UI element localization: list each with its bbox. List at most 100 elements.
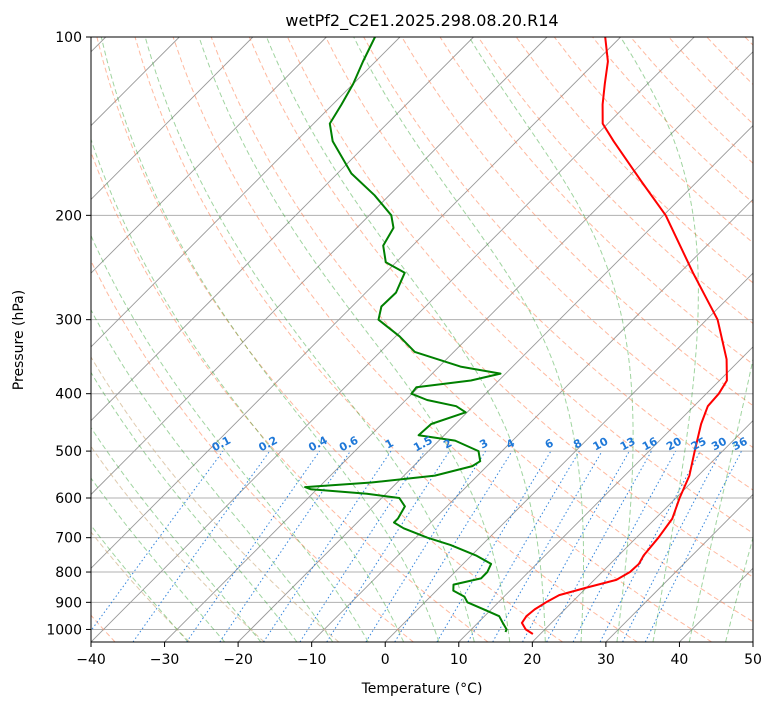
- dry-adiabats: [91, 37, 753, 642]
- dry-adiabat-line: [439, 37, 753, 365]
- mixing-ratio-label-4: 4: [504, 436, 517, 451]
- mixing-ratio-label-3: 3: [477, 436, 490, 451]
- moist-adiabat-line: [144, 37, 475, 642]
- mixing-ratio-label-1: 1: [383, 436, 396, 451]
- x-tick-label-10: 10: [450, 652, 468, 668]
- y-tick-label-300: 300: [55, 313, 82, 329]
- dry-adiabat-line: [91, 531, 190, 642]
- dry-adiabat-line: [363, 37, 753, 449]
- mixing-ratio-label-20: 20: [664, 435, 684, 454]
- moist-adiabat-line: [468, 37, 634, 642]
- isotherm-line: [91, 37, 695, 642]
- x-tick-label-40: 40: [671, 652, 689, 668]
- isotherm-line: [91, 37, 548, 496]
- mixing-ratio-line-1.5: [299, 450, 426, 642]
- mixing-ratio-label-16: 16: [640, 435, 660, 454]
- skewed-isotherms: [91, 37, 753, 642]
- dry-adiabat-line: [401, 37, 753, 407]
- dry-adiabat-line: [706, 37, 753, 86]
- y-tick-label-600: 600: [55, 491, 82, 507]
- x-tick-label-0: 0: [381, 652, 390, 668]
- x-tick-label--40: −40: [76, 652, 106, 668]
- y-tick-label-200: 200: [55, 208, 82, 224]
- y-tick-label-500: 500: [55, 444, 82, 460]
- isotherm-line: [532, 420, 753, 642]
- dry-adiabat-line: [325, 37, 753, 491]
- isotherm-line: [91, 37, 621, 569]
- moist-adiabat-line: [91, 137, 405, 642]
- moist-adiabat-line: [353, 37, 584, 642]
- y-axis-label: Pressure (hPa): [11, 290, 27, 390]
- isotherm-line: [311, 198, 753, 642]
- isotherm-line: [384, 272, 753, 642]
- isotherm-line: [91, 37, 327, 274]
- mixing-ratio-line-30: [622, 450, 722, 642]
- isotherm-line: [752, 641, 753, 642]
- isotherm-line: [605, 493, 753, 642]
- x-axis-ticks: −40 −30 −20 −10 0 10 20 30 40 50: [76, 642, 762, 668]
- mixing-ratio-line-13: [522, 450, 630, 642]
- mixing-ratio-line-2: [326, 450, 450, 642]
- dry-adiabat-line: [477, 37, 753, 324]
- mixing-ratio-label-36: 36: [730, 435, 750, 454]
- y-tick-label-800: 800: [55, 565, 82, 581]
- mixing-ratio-label-13: 13: [618, 435, 638, 454]
- y-axis-ticks: 100 200 300 400 500 600 700 800 900 1000: [46, 30, 91, 638]
- isotherm-line: [237, 124, 753, 642]
- y-tick-label-700: 700: [55, 531, 82, 547]
- dry-adiabat-line: [744, 37, 753, 46]
- mixing-ratio-label-6: 6: [543, 436, 556, 451]
- mixing-ratio-line-1: [263, 450, 392, 642]
- y-tick-label-900: 900: [55, 595, 82, 611]
- plot-area: 0.1 0.2 0.4 0.6 1 1.5 2 3 4 6 8 10 13 16 20 25 30 36: [91, 37, 753, 642]
- mixing-ratio-line-20: [572, 450, 677, 642]
- dry-adiabat-line: [91, 445, 265, 642]
- dry-adiabat-line: [515, 37, 753, 284]
- mixing-ratio-label-2: 2: [441, 436, 454, 451]
- dry-adiabat-line: [592, 37, 753, 204]
- dry-adiabat-line: [96, 37, 563, 642]
- mixing-ratio-lines: [91, 450, 742, 642]
- moist-adiabat-line: [725, 535, 753, 642]
- mixing-ratio-line-0.2: [132, 450, 271, 642]
- isotherm-line: [91, 37, 474, 422]
- mixing-ratio-line-16: [546, 450, 652, 642]
- plot-frame: [90, 36, 754, 643]
- dry-adiabat-line: [172, 37, 712, 642]
- pressure-gridlines: [91, 36, 753, 630]
- dry-adiabat-line: [91, 150, 489, 642]
- mixing-ratio-label-10: 10: [591, 435, 611, 454]
- y-tick-label-400: 400: [55, 387, 82, 403]
- mixing-ratio-line-0.6: [219, 450, 351, 642]
- x-tick-label-30: 30: [597, 652, 615, 668]
- chart-title: wetPf2_C2E1.2025.298.08.20.R14: [285, 11, 558, 31]
- x-tick-label-50: 50: [744, 652, 762, 668]
- temperature-profile-line: [520, 37, 728, 635]
- moist-adiabats: [91, 37, 753, 642]
- sounding-series: [304, 37, 728, 635]
- isotherm-line: [164, 51, 753, 642]
- dry-adiabat-line: [91, 356, 340, 642]
- y-tick-label-1000: 1000: [46, 622, 82, 638]
- isotherm-line: [458, 346, 753, 642]
- dry-adiabat-line: [134, 37, 638, 642]
- x-tick-label-20: 20: [523, 652, 541, 668]
- x-tick-label--10: −10: [297, 652, 327, 668]
- isotherm-line: [91, 37, 254, 200]
- moist-adiabat-line: [198, 37, 511, 642]
- mixing-ratio-line-0.1: [91, 450, 224, 632]
- y-tick-label-100: 100: [55, 30, 82, 46]
- moist-adiabat-line: [688, 356, 753, 642]
- mixing-ratio-label-30: 30: [709, 435, 729, 454]
- mixing-ratio-label-25: 25: [689, 435, 709, 454]
- x-tick-label--30: −30: [150, 652, 180, 668]
- moist-adiabat-line: [91, 426, 262, 642]
- dry-adiabat-line: [91, 259, 414, 642]
- moist-adiabat-line: [91, 477, 225, 642]
- mixing-ratio-line-36: [644, 450, 742, 642]
- dry-adiabat-line: [287, 37, 753, 534]
- moist-adiabat-line: [100, 37, 440, 642]
- mixing-ratio-line-4: [394, 450, 513, 642]
- moist-adiabat-line: [91, 308, 334, 642]
